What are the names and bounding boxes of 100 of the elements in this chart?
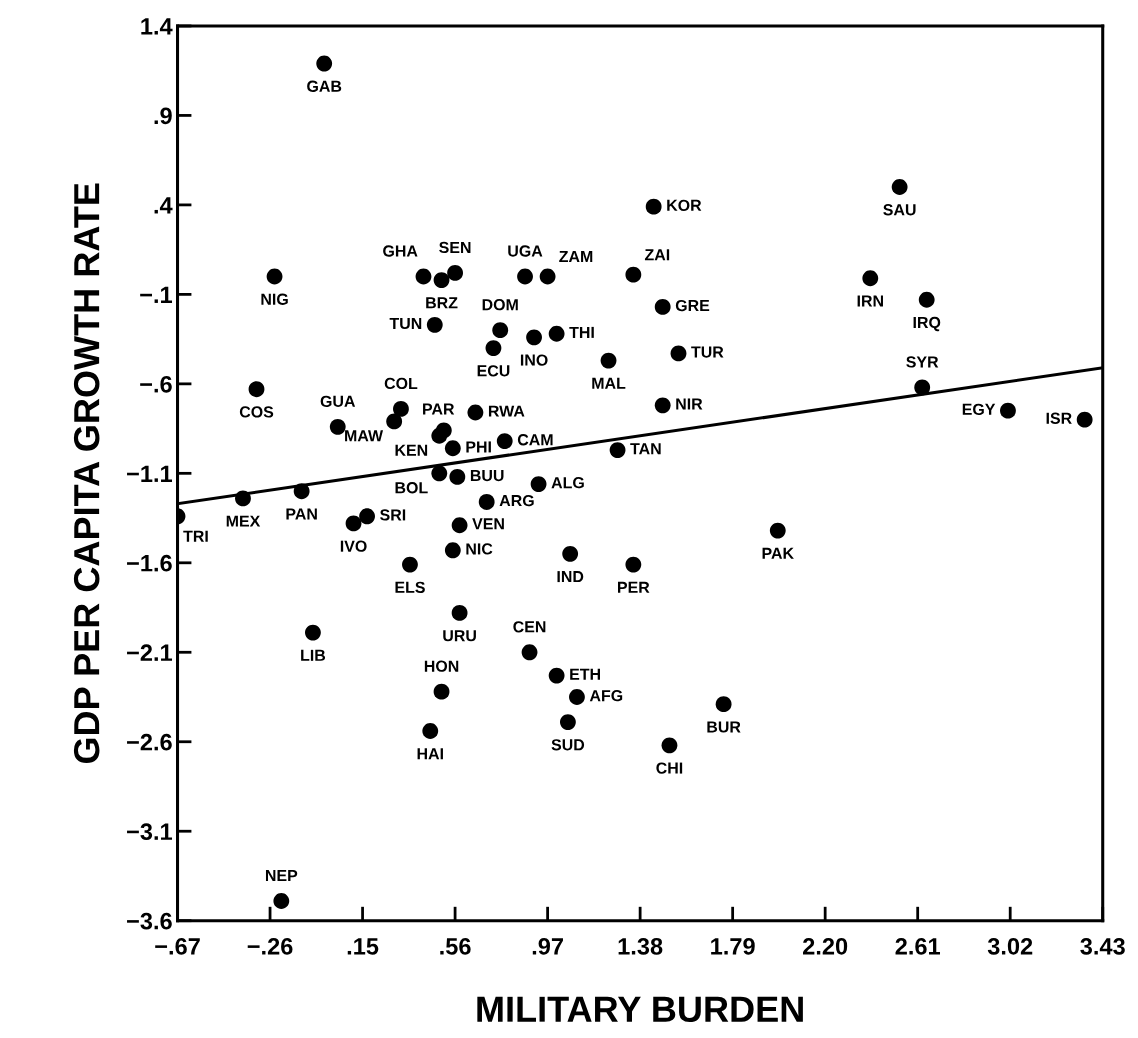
point	[451, 517, 468, 534]
annotation: COL	[384, 377, 418, 390]
annotation: THI	[569, 326, 594, 338]
y-tick-label: −3.1	[127, 823, 173, 841]
point	[548, 667, 565, 684]
annotation: DOM	[482, 299, 518, 311]
annotation: ZAI	[644, 249, 670, 261]
point	[670, 345, 687, 362]
x-tick-label: −.26	[247, 938, 293, 955]
x-tick-label: .56	[440, 938, 471, 955]
point	[386, 413, 403, 430]
x-tick-label: 2.61	[895, 938, 940, 955]
annotation: UGA	[508, 245, 543, 257]
point	[654, 298, 671, 315]
point	[345, 515, 362, 532]
annotation: SRI	[380, 509, 406, 521]
point	[248, 381, 265, 398]
x-tick-label: 1.38	[618, 938, 663, 955]
annotation: AFG	[589, 689, 623, 702]
point	[444, 542, 461, 559]
annotation: BUU	[470, 470, 504, 482]
annotation: ISR	[1046, 412, 1072, 424]
annotation: BOL	[395, 482, 428, 494]
point	[402, 556, 418, 573]
annotation: NIC	[466, 543, 493, 555]
point	[359, 508, 375, 525]
annotation: ARG	[499, 494, 534, 507]
point	[1076, 411, 1093, 428]
point	[609, 442, 626, 458]
x-axis-title: MILITARY BURDEN	[477, 996, 803, 1023]
point	[492, 322, 509, 339]
point	[451, 604, 468, 621]
point	[562, 545, 579, 562]
point	[914, 379, 931, 396]
point	[496, 433, 513, 450]
point	[316, 55, 333, 72]
annotation: RWA	[488, 405, 525, 417]
annotation: KEN	[395, 444, 428, 456]
annotation: ETH	[570, 668, 600, 680]
y-tick-label: −2.1	[127, 644, 173, 661]
point	[654, 397, 671, 414]
annotation: ZAM	[559, 251, 593, 263]
annotation: ECU	[477, 365, 510, 377]
point	[517, 268, 533, 285]
point	[891, 179, 908, 195]
point	[444, 440, 461, 457]
annotation: VEN	[472, 518, 504, 530]
annotation: IRQ	[913, 316, 941, 332]
annotation: ELS	[395, 581, 425, 593]
annotation: SYR	[906, 356, 939, 368]
x-tick-label: 1.79	[711, 938, 755, 955]
annotation: TUR	[691, 346, 724, 358]
x-tick-label: .15	[347, 938, 379, 955]
point	[422, 723, 439, 739]
annotation: GRE	[675, 299, 710, 312]
annotation: TUN	[389, 317, 422, 330]
point	[1000, 402, 1016, 419]
point	[600, 352, 617, 369]
point	[393, 400, 409, 417]
annotation: SUD	[551, 739, 585, 751]
annotation: CEN	[513, 621, 546, 633]
point	[415, 268, 432, 285]
annotation: MAW	[345, 430, 384, 442]
y-tick-label: −1.6	[127, 554, 172, 572]
point	[273, 893, 290, 909]
point	[426, 316, 443, 333]
annotation: SAU	[883, 204, 916, 216]
point	[769, 522, 786, 539]
annotation: TAN	[630, 443, 661, 455]
annotation: GAB	[307, 80, 342, 92]
point	[661, 737, 678, 754]
point	[433, 272, 450, 288]
point	[625, 556, 642, 573]
annotation: PAK	[762, 547, 794, 559]
point	[447, 264, 463, 281]
annotation: TRI	[183, 530, 208, 542]
point	[862, 270, 879, 287]
y-tick-label: −2.6	[127, 733, 172, 751]
point	[433, 683, 450, 700]
annotation: LIB	[301, 649, 326, 661]
annotation: GUA	[320, 395, 356, 407]
annotation: CHI	[656, 762, 683, 774]
y-tick-label: .4	[154, 197, 173, 214]
point	[539, 268, 556, 285]
annotation: NIR	[676, 398, 703, 410]
x-tick-label: 3.43	[1080, 938, 1125, 955]
point	[530, 476, 547, 492]
annotation: SEN	[439, 241, 471, 254]
annotation: INO	[520, 354, 548, 366]
annotation: PHI	[466, 441, 491, 453]
y-axis-title: GDP PER CAPITA GROWTH RATE	[73, 183, 100, 764]
annotation: ALG	[551, 477, 584, 489]
x-tick-label: 2.20	[803, 938, 848, 955]
point	[266, 268, 283, 285]
annotation: HON	[424, 660, 459, 672]
annotation: CAM	[517, 434, 553, 446]
point	[431, 427, 448, 444]
annotation: IRN	[857, 295, 883, 307]
point	[467, 404, 484, 421]
y-tick-label: −3.6	[127, 912, 172, 930]
